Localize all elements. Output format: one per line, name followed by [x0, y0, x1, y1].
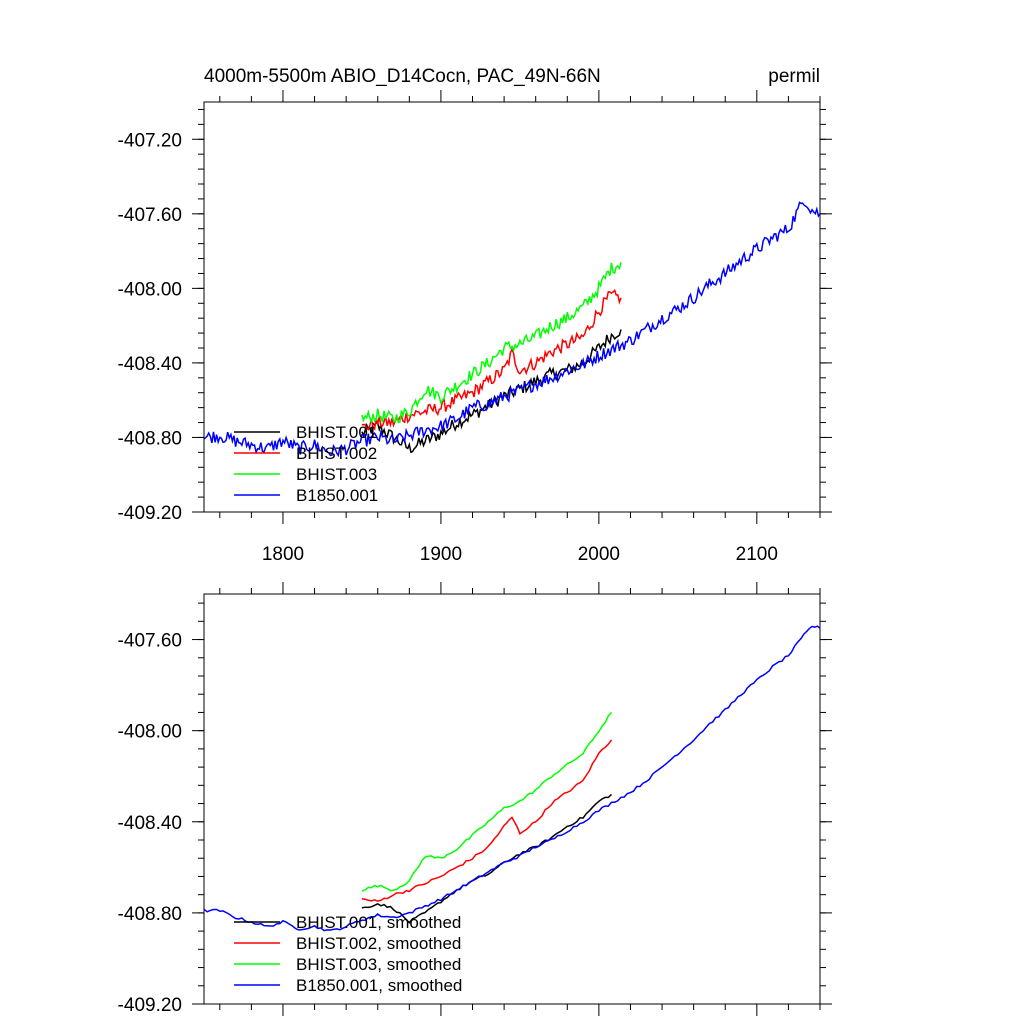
x-tick-label: 2100: [736, 544, 778, 565]
chart-title: 4000m-5500m ABIO_D14Cocn, PAC_49N-66N: [204, 66, 601, 87]
y-tick-label: -407.60: [118, 205, 182, 226]
legend-label: BHIST.002, smoothed: [296, 934, 461, 953]
series-line-3: [203, 201, 821, 458]
legend-label: BHIST.001: [296, 423, 377, 442]
axis-ticks: 1800 1900 2000 2100 -407.20 -407.60 -408.00 -40…: [118, 90, 832, 565]
axis-ticks: -407.60 -408.00 -408.40 -408.80 -409.20: [118, 582, 832, 1016]
plot-frame: [203, 593, 821, 1005]
series-line-2: [361, 262, 622, 424]
series-lines: [203, 201, 821, 458]
y-tick-label: -408.80: [118, 904, 182, 925]
legend: BHIST.001 BHIST.002 BHIST.003 B1850.001: [234, 423, 378, 505]
y-tick-label: -409.20: [118, 503, 182, 524]
y-tick-label: -408.40: [118, 354, 182, 375]
legend-label: BHIST.001, smoothed: [296, 913, 461, 932]
series-line-2: [361, 711, 613, 892]
y-tick-label: -408.00: [118, 722, 182, 743]
bottom-panel: -407.60 -408.00 -408.40 -408.80 -409.20 BHIS…: [118, 582, 832, 1016]
y-tick-label: -408.80: [118, 428, 182, 449]
legend: BHIST.001, smoothed BHIST.002, smoothed BH…: [234, 913, 462, 995]
legend-label: BHIST.003: [296, 465, 377, 484]
x-tick-label: 1900: [420, 544, 462, 565]
units-label: permil: [768, 66, 820, 87]
legend-label: BHIST.003, smoothed: [296, 955, 461, 974]
top-panel: 4000m-5500m ABIO_D14Cocn, PAC_49N-66N pe…: [118, 66, 832, 565]
series-line-1: [361, 288, 622, 431]
legend-label: B1850.001: [296, 486, 378, 505]
x-tick-label: 1800: [262, 544, 304, 565]
legend-label: B1850.001, smoothed: [296, 976, 462, 995]
y-tick-label: -407.60: [118, 631, 182, 652]
x-tick-label: 2000: [578, 544, 620, 565]
y-tick-label: -407.20: [118, 130, 182, 151]
series-line-0: [361, 793, 613, 924]
y-tick-label: -409.20: [118, 995, 182, 1016]
series-line-1: [361, 739, 613, 902]
y-tick-label: -408.40: [118, 813, 182, 834]
y-tick-label: -408.00: [118, 279, 182, 300]
legend-label: BHIST.002: [296, 444, 377, 463]
series-line-3: [203, 625, 821, 932]
series-lines: [203, 625, 821, 932]
plot-frame: [203, 101, 821, 513]
